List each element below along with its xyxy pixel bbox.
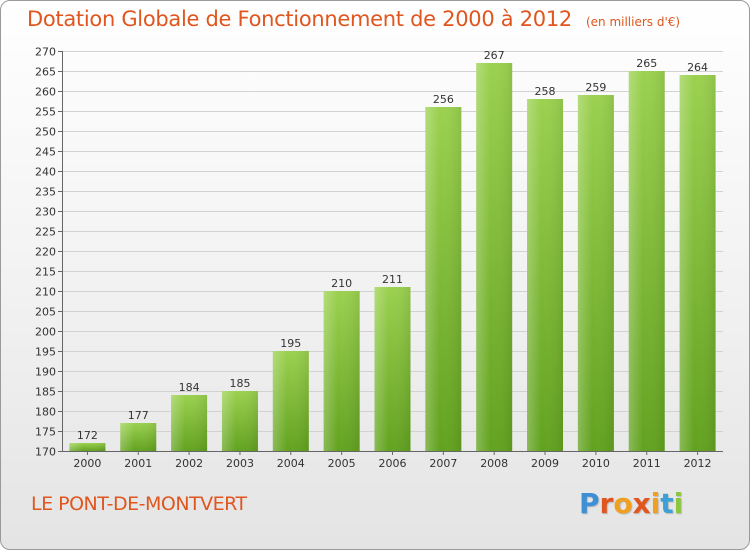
logo-letter: P xyxy=(579,487,600,520)
x-tick-label: 2007 xyxy=(429,457,457,470)
bar-value-label: 264 xyxy=(687,61,708,74)
logo-letter: x xyxy=(632,487,651,520)
bar-value-label: 195 xyxy=(280,337,301,350)
y-tick-label: 205 xyxy=(35,306,56,319)
y-axis: 170 175 180 185 190 195 200 205 210 215 220 225 230 2… xyxy=(35,46,63,459)
y-tick-label: 180 xyxy=(35,406,56,419)
bar-shading xyxy=(527,99,564,451)
bar-shading xyxy=(425,107,462,451)
place-name: LE PONT-DE-MONTVERT xyxy=(31,493,247,515)
x-axis: 2000 2001 2002 2003 2004 2005 2006 2007 2008 2009… xyxy=(62,451,723,470)
bar-value-label: 177 xyxy=(128,409,149,422)
bar-shading xyxy=(69,443,106,451)
logo-letter: t xyxy=(660,487,674,520)
bar-shading xyxy=(679,75,716,451)
bar-shading xyxy=(628,71,665,451)
x-tick-label: 2012 xyxy=(684,457,712,470)
bar-value-label: 256 xyxy=(433,93,454,106)
bar-shading xyxy=(221,391,258,451)
bar-shading xyxy=(120,423,157,451)
bar-value-label: 184 xyxy=(179,381,200,394)
y-tick-label: 200 xyxy=(35,326,56,339)
y-tick-label: 220 xyxy=(35,246,56,259)
bar-shading xyxy=(323,291,360,451)
x-tick-label: 2000 xyxy=(73,457,101,470)
x-tick-label: 2011 xyxy=(633,457,661,470)
x-tick-label: 2002 xyxy=(175,457,203,470)
bar-shading xyxy=(577,95,614,451)
y-tick-label: 215 xyxy=(35,266,56,279)
bar-value-label: 211 xyxy=(382,273,403,286)
chart-subtitle: (en milliers d'€) xyxy=(585,15,681,29)
bars: 172 177 184 185 195 210 211 256 267 258 259 265 264 xyxy=(69,49,716,451)
y-tick-label: 195 xyxy=(35,346,56,359)
y-tick-label: 175 xyxy=(35,426,56,439)
bar-value-label: 172 xyxy=(77,429,98,442)
y-tick-label: 185 xyxy=(35,386,56,399)
logo-letter: o xyxy=(613,487,633,520)
chart-title: Dotation Globale de Fonctionnement de 20… xyxy=(27,7,680,31)
bar-value-label: 259 xyxy=(585,81,606,94)
y-tick-label: 250 xyxy=(35,126,56,139)
bar-shading xyxy=(272,351,309,451)
y-tick-label: 245 xyxy=(35,146,56,159)
x-tick-label: 2006 xyxy=(379,457,407,470)
y-tick-label: 225 xyxy=(35,226,56,239)
bar-value-label: 210 xyxy=(331,277,352,290)
bar-shading xyxy=(374,287,411,451)
logo-letter: i xyxy=(673,487,684,520)
x-tick-label: 2009 xyxy=(531,457,559,470)
y-tick-label: 230 xyxy=(35,206,56,219)
y-tick-label: 260 xyxy=(35,86,56,99)
bar-value-label: 185 xyxy=(229,377,250,390)
y-tick-label: 265 xyxy=(35,66,56,79)
y-tick-label: 255 xyxy=(35,106,56,119)
y-tick-label: 170 xyxy=(35,446,56,459)
bar-value-label: 265 xyxy=(636,57,657,70)
x-tick-label: 2008 xyxy=(480,457,508,470)
x-tick-label: 2004 xyxy=(277,457,305,470)
bar-shading xyxy=(171,395,208,451)
y-tick-label: 240 xyxy=(35,166,56,179)
y-tick-label: 270 xyxy=(35,46,56,59)
x-tick-label: 2001 xyxy=(124,457,152,470)
chart-title-text: Dotation Globale de Fonctionnement de 20… xyxy=(27,7,572,31)
bar-shading xyxy=(476,63,513,451)
x-tick-label: 2005 xyxy=(328,457,356,470)
x-tick-label: 2003 xyxy=(226,457,254,470)
y-tick-label: 190 xyxy=(35,366,56,379)
bar-value-label: 258 xyxy=(535,85,556,98)
y-tick-label: 210 xyxy=(35,286,56,299)
logo-letter: r xyxy=(599,487,614,520)
x-tick-label: 2010 xyxy=(582,457,610,470)
y-tick-label: 235 xyxy=(35,186,56,199)
bar-value-label: 267 xyxy=(484,49,505,62)
logo-letter: i xyxy=(650,487,661,520)
proxiti-logo[interactable]: Proxiti xyxy=(579,487,683,520)
